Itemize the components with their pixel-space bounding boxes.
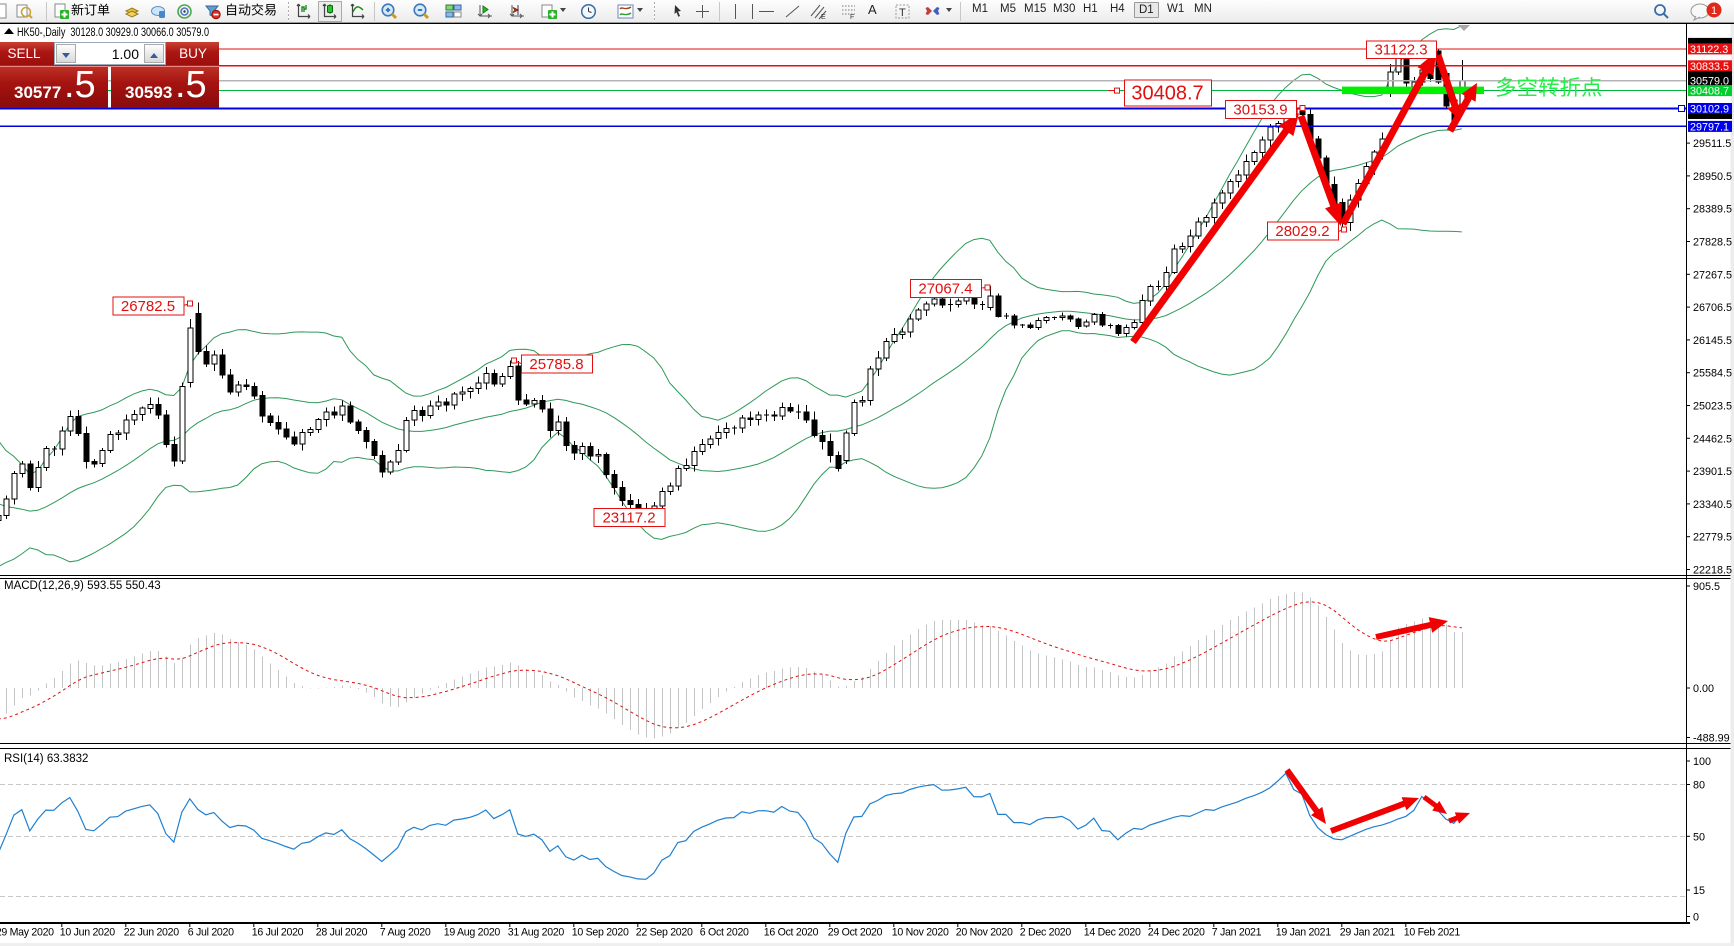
svg-text:22779.5: 22779.5 [1693, 532, 1732, 544]
svg-text:24462.5: 24462.5 [1693, 433, 1732, 445]
svg-text:-488.99: -488.99 [1693, 733, 1730, 745]
svg-text:10 Nov 2020: 10 Nov 2020 [892, 927, 949, 939]
svg-text:22 Jun 2020: 22 Jun 2020 [124, 927, 179, 939]
svg-text:14 Dec 2020: 14 Dec 2020 [1084, 927, 1141, 939]
svg-text:T: T [899, 7, 906, 19]
svg-text:19 Jan 2021: 19 Jan 2021 [1276, 927, 1331, 939]
svg-text:MACD(12,26,9) 593.55 550.43: MACD(12,26,9) 593.55 550.43 [4, 580, 161, 592]
svg-text:23901.5: 23901.5 [1693, 466, 1732, 478]
svg-text:30408.7: 30408.7 [1690, 86, 1729, 98]
svg-text:28389.5: 28389.5 [1693, 204, 1732, 216]
svg-text:10 Feb 2021: 10 Feb 2021 [1404, 927, 1461, 939]
svg-text:50: 50 [1693, 831, 1705, 843]
svg-text:7 Jan 2021: 7 Jan 2021 [1212, 927, 1262, 939]
svg-text:31122.3: 31122.3 [1374, 42, 1427, 59]
svg-text:19 Aug 2020: 19 Aug 2020 [444, 927, 501, 939]
svg-text:31 Aug 2020: 31 Aug 2020 [508, 927, 565, 939]
svg-text:30408.7: 30408.7 [1131, 83, 1203, 105]
svg-text:27267.5: 27267.5 [1693, 269, 1732, 281]
svg-text:E: E [821, 14, 826, 20]
svg-text:29511.5: 29511.5 [1693, 138, 1731, 150]
svg-text:10 Jun 2020: 10 Jun 2020 [60, 927, 115, 939]
svg-text:24 Dec 2020: 24 Dec 2020 [1148, 927, 1205, 939]
svg-text:20 Nov 2020: 20 Nov 2020 [956, 927, 1013, 939]
svg-text:31122.3: 31122.3 [1690, 44, 1728, 56]
svg-text:30579.0: 30579.0 [1690, 76, 1729, 88]
svg-text:16 Jul 2020: 16 Jul 2020 [252, 927, 304, 939]
svg-text:25023.5: 25023.5 [1693, 401, 1732, 413]
svg-text:7 Aug 2020: 7 Aug 2020 [380, 927, 431, 939]
svg-text:905.5: 905.5 [1693, 581, 1720, 593]
svg-text:23117.2: 23117.2 [602, 509, 655, 526]
svg-text:RSI(14) 63.3832: RSI(14) 63.3832 [4, 753, 88, 765]
svg-text:22218.5: 22218.5 [1693, 565, 1732, 577]
svg-text:16 Oct 2020: 16 Oct 2020 [764, 927, 819, 939]
svg-text:30102.9: 30102.9 [1690, 104, 1729, 116]
svg-text:30833.5: 30833.5 [1690, 61, 1729, 73]
svg-text:26145.5: 26145.5 [1693, 335, 1732, 347]
svg-text:29797.1: 29797.1 [1690, 121, 1729, 133]
svg-text:10 Sep 2020: 10 Sep 2020 [572, 927, 629, 939]
svg-text:22 Sep 2020: 22 Sep 2020 [636, 927, 693, 939]
svg-text:27828.5: 27828.5 [1693, 237, 1732, 249]
svg-text:23340.5: 23340.5 [1693, 499, 1732, 511]
svg-text:100: 100 [1693, 756, 1711, 768]
svg-text:25785.8: 25785.8 [529, 356, 583, 373]
svg-text:80: 80 [1693, 780, 1705, 792]
svg-text:29 Oct 2020: 29 Oct 2020 [828, 927, 883, 939]
svg-text:28029.2: 28029.2 [1275, 223, 1329, 240]
svg-text:0: 0 [1693, 912, 1699, 924]
svg-text:HK50-,Daily 30128.0 30929.0 3: HK50-,Daily 30128.0 30929.0 30066.0 3057… [17, 25, 209, 39]
svg-text:6 Jul 2020: 6 Jul 2020 [188, 927, 234, 939]
svg-text:29 May 2020: 29 May 2020 [0, 927, 54, 939]
svg-text:28 Jul 2020: 28 Jul 2020 [316, 927, 368, 939]
svg-text:26706.5: 26706.5 [1693, 302, 1732, 314]
svg-text:28950.5: 28950.5 [1693, 171, 1732, 183]
svg-text:27067.4: 27067.4 [918, 280, 972, 297]
svg-text:29 Jan 2021: 29 Jan 2021 [1340, 927, 1395, 939]
svg-text:2 Dec 2020: 2 Dec 2020 [1020, 927, 1072, 939]
svg-text:25584.5: 25584.5 [1693, 368, 1732, 380]
svg-text:1: 1 [1711, 5, 1717, 17]
svg-text:6 Oct 2020: 6 Oct 2020 [700, 927, 749, 939]
svg-text:26782.5: 26782.5 [121, 298, 175, 315]
svg-text:F: F [850, 14, 854, 20]
svg-text:0.00: 0.00 [1693, 683, 1714, 695]
svg-text:30153.9: 30153.9 [1233, 101, 1287, 118]
svg-text:15: 15 [1693, 885, 1705, 897]
